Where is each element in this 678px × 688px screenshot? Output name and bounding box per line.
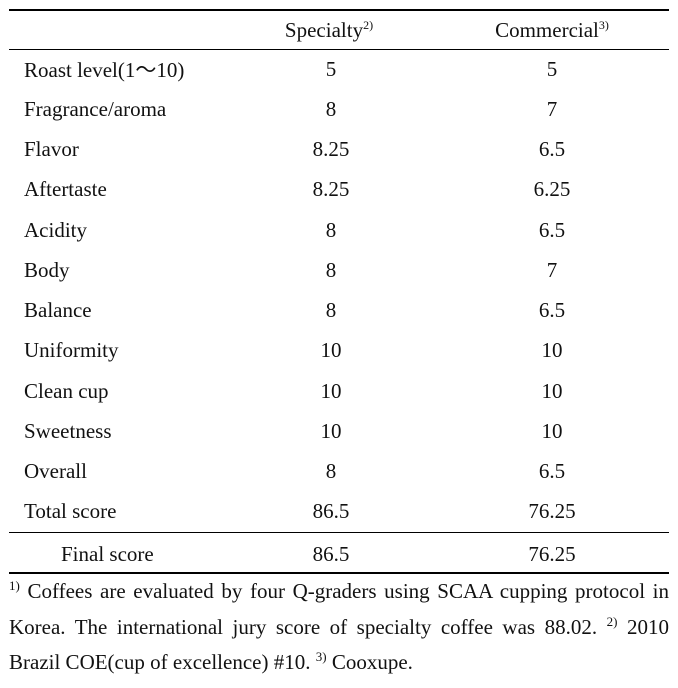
- final-score-commercial: 76.25: [528, 541, 576, 566]
- row-commercial-value: 7: [546, 96, 558, 121]
- footnote-3-marker: 3): [315, 649, 327, 664]
- table-row: Fragrance/aroma 8 7: [9, 89, 669, 129]
- row-attribute: Fragrance/aroma: [24, 96, 167, 121]
- row-commercial-value: 10: [541, 338, 563, 363]
- row-specialty-value: 8.25: [312, 177, 350, 202]
- row-attribute: Total score: [24, 499, 117, 524]
- row-attribute: Overall: [24, 459, 87, 484]
- row-specialty-value: 5: [325, 56, 337, 81]
- final-score-top-rule: [9, 532, 669, 533]
- row-attribute: Flavor: [24, 137, 79, 162]
- final-score-specialty: 86.5: [312, 541, 350, 566]
- row-commercial-value: 7: [546, 257, 558, 282]
- table-row: Acidity 8 6.5: [9, 210, 669, 250]
- row-commercial-value: 6.5: [538, 217, 566, 242]
- row-attribute: Acidity: [24, 217, 87, 242]
- row-attribute: Body: [24, 257, 70, 282]
- row-commercial-value: 10: [541, 378, 563, 403]
- row-specialty-value: 10: [320, 418, 342, 443]
- row-commercial-value: 6.5: [538, 137, 566, 162]
- header-commercial: Commercial3): [417, 11, 669, 49]
- table-row: Balance 8 6.5: [9, 291, 669, 331]
- row-commercial-value: 6.5: [538, 298, 566, 323]
- table-row: Aftertaste 8.25 6.25: [9, 170, 669, 210]
- row-specialty-value: 8: [325, 298, 337, 323]
- table-row: Uniformity 10 10: [9, 331, 669, 371]
- row-attribute: Balance: [24, 298, 92, 323]
- table-row: Roast level(1～10) 5 5: [9, 49, 669, 89]
- row-specialty-value: 8.25: [312, 137, 350, 162]
- row-attribute: Uniformity: [24, 338, 119, 363]
- footnote-1-text: Coffees are evaluated by four Q-graders …: [9, 579, 669, 639]
- row-specialty-value: 10: [320, 378, 342, 403]
- footnote-2-text: 2010 Brazil COE(cup of excellence) #10.: [9, 614, 670, 675]
- final-score-label: Final score: [61, 541, 154, 566]
- row-attribute: Aftertaste: [24, 177, 107, 202]
- footnote-2-marker: 2): [606, 613, 618, 629]
- table-row: Body 8 7: [9, 250, 669, 290]
- table-footnote: 1) Coffees are evaluated by four Q-grade…: [9, 574, 669, 681]
- table-row: Clean cup 10 10: [9, 371, 669, 411]
- row-specialty-value: 8: [325, 96, 337, 121]
- row-specialty-value: 86.5: [312, 499, 350, 524]
- row-specialty-value: 8: [325, 459, 337, 484]
- row-attribute: Clean cup: [24, 378, 109, 403]
- row-specialty-value: 10: [320, 338, 342, 363]
- table-row: Flavor 8.25 6.5: [9, 130, 669, 170]
- table-row: Total score 86.5 76.25: [9, 492, 669, 532]
- footnote-1-marker: 1): [9, 578, 20, 593]
- header-attribute: [9, 11, 245, 49]
- table-header-row: Specialty2) Commercial3): [9, 11, 669, 49]
- row-commercial-value: 5: [546, 56, 558, 81]
- header-bottom-rule: [9, 49, 669, 50]
- row-commercial-value: 6.5: [538, 459, 566, 484]
- table-bottom-rule: [9, 572, 669, 574]
- row-specialty-value: 8: [325, 217, 337, 242]
- table-top-rule: [9, 9, 669, 11]
- table-row: Sweetness 10 10: [9, 411, 669, 451]
- header-commercial-footnote-ref: 3): [598, 17, 609, 32]
- row-attribute: Roast level(1～10): [24, 58, 185, 83]
- row-commercial-value: 6.25: [533, 177, 571, 202]
- row-commercial-value: 10: [541, 418, 563, 443]
- row-commercial-value: 76.25: [528, 499, 576, 524]
- header-specialty: Specialty2): [245, 11, 417, 49]
- row-attribute: Sweetness: [24, 418, 112, 443]
- row-specialty-value: 8: [325, 257, 337, 282]
- header-commercial-label: Commercial: [495, 17, 599, 42]
- table-row: Overall 8 6.5: [9, 452, 669, 492]
- header-specialty-footnote-ref: 2): [363, 17, 374, 32]
- header-specialty-label: Specialty: [284, 17, 364, 42]
- cupping-score-table: Specialty2) Commercial3) Roast level(1～1…: [9, 11, 669, 573]
- footnote-3-text: Cooxupe.: [326, 650, 413, 674]
- final-score-row: Final score 86.5 76.25: [9, 535, 669, 573]
